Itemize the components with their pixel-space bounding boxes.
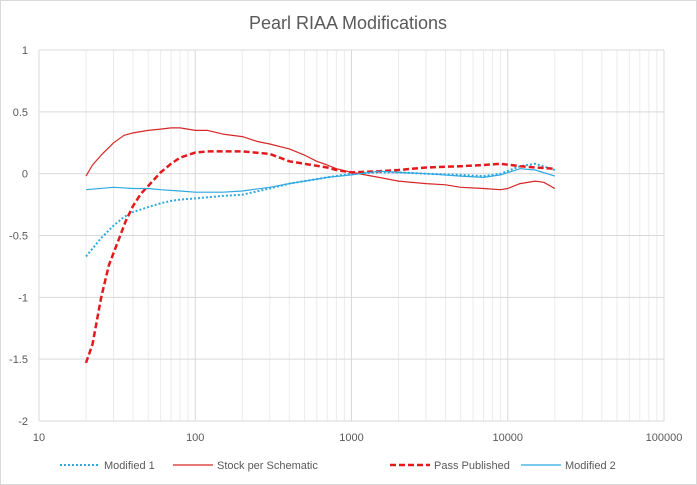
y-tick-label: 0 (22, 169, 28, 181)
y-tick-label: -0.5 (9, 231, 28, 243)
x-tick-label: 1000 (339, 432, 363, 444)
series-line-modified-1 (85, 162, 556, 258)
legend-label: Modified 1 (104, 460, 155, 472)
legend-label: Pass Published (434, 460, 510, 472)
series-line-stock-per-schematic (85, 127, 556, 191)
series-line-modified-2 (85, 168, 555, 193)
y-tick-label: -1.5 (9, 354, 28, 366)
y-tick-label: -2 (18, 416, 28, 428)
x-tick-label: 10000 (492, 432, 523, 444)
y-tick-label: 0.5 (13, 107, 28, 119)
legend-label: Modified 2 (565, 460, 616, 472)
series-line-pass-published (84, 150, 555, 364)
x-tick-label: 100 (186, 432, 204, 444)
legend-label: Stock per Schematic (217, 460, 318, 472)
y-tick-label: 1 (22, 45, 28, 57)
chart-title: Pearl RIAA Modifications (249, 13, 447, 33)
y-tick-label: -1 (18, 292, 28, 304)
x-tick-label: 10 (33, 432, 45, 444)
x-tick-label: 100000 (646, 432, 683, 444)
